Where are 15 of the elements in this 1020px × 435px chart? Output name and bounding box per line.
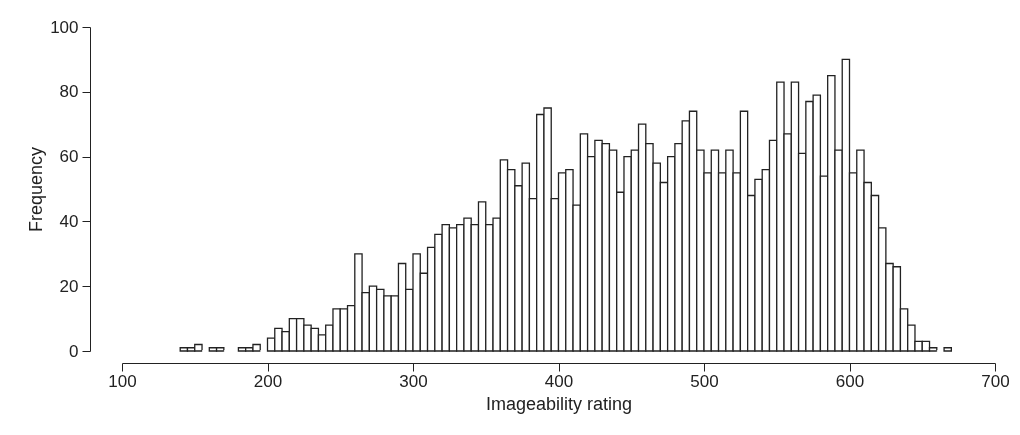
x-axis-title: Imageability rating bbox=[485, 393, 633, 414]
y-tick-label: 20 bbox=[59, 276, 79, 296]
x-tick-label: 100 bbox=[108, 371, 137, 391]
x-tick-label: 600 bbox=[835, 371, 865, 391]
y-tick-label: 0 bbox=[69, 341, 79, 361]
x-tick-label: 200 bbox=[253, 371, 283, 391]
x-tick-label: 300 bbox=[399, 371, 428, 391]
y-axis-title: Frequency bbox=[26, 146, 47, 233]
y-tick-label: 100 bbox=[50, 17, 79, 37]
x-tick-label: 400 bbox=[544, 371, 574, 391]
x-tick-label: 500 bbox=[690, 371, 719, 391]
y-tick-label: 60 bbox=[59, 147, 79, 167]
x-tick-label: 700 bbox=[981, 371, 1010, 391]
y-tick-label: 80 bbox=[59, 82, 79, 102]
y-tick-label: 40 bbox=[59, 211, 79, 231]
